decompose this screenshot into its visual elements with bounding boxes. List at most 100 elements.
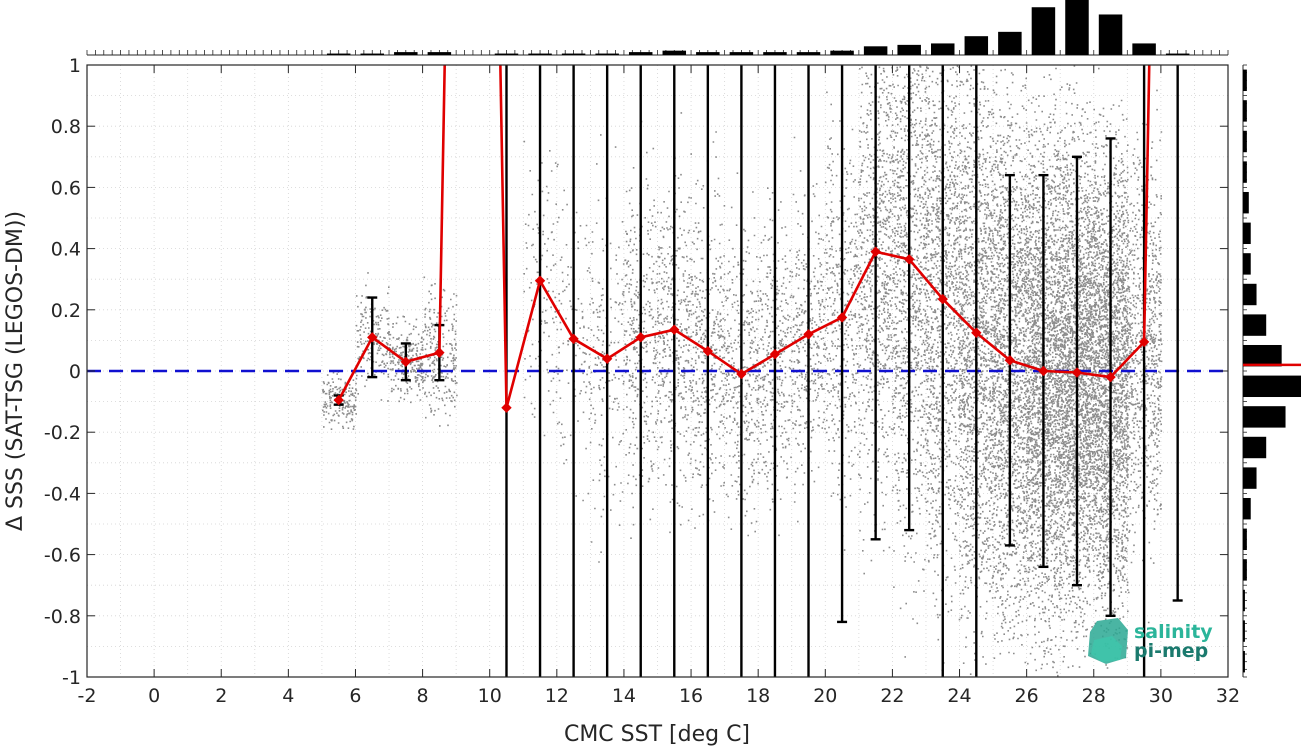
top-histogram-bar — [696, 52, 720, 55]
mean-marker — [568, 333, 579, 345]
y-tick-label: -0.8 — [44, 606, 81, 628]
top-histogram-bar — [628, 52, 653, 55]
logo-line2: pi-mep — [1134, 640, 1208, 662]
mean-marker — [669, 324, 680, 335]
y-tick-label: -1 — [62, 667, 81, 689]
x-axis-label: CMC SST [deg C] — [564, 722, 750, 747]
top-histogram-bar — [1165, 53, 1190, 55]
y-tick-label: -0.4 — [44, 483, 81, 505]
top-histogram-bar — [964, 36, 989, 55]
top-histogram-bar — [561, 53, 586, 55]
top-histogram-bar — [326, 53, 351, 55]
y-tick-label: -0.2 — [44, 422, 81, 444]
mean-marker — [501, 402, 512, 413]
mean-marker — [635, 332, 646, 343]
top-histogram-bar — [998, 31, 1022, 55]
right-histogram-bar — [1243, 497, 1251, 520]
mean-line-path — [337, 65, 1151, 409]
right-histogram-bar — [1243, 344, 1282, 367]
top-histogram-bar — [1031, 7, 1056, 55]
axis-ticks — [86, 64, 1229, 678]
right-histogram-bar — [1243, 161, 1247, 183]
mean-marker — [870, 246, 881, 257]
right-histogram — [1242, 64, 1301, 678]
mean-marker — [736, 368, 747, 380]
y-axis-label: Δ SSS (SAT-TSG (LEGOS-DM)) — [3, 211, 28, 531]
mean-marker — [434, 347, 445, 358]
top-histogram-bar — [394, 52, 418, 55]
top-histogram-bar — [729, 52, 754, 55]
x-tick-label: 8 — [417, 685, 429, 707]
top-histogram-bar — [494, 53, 519, 55]
right-histogram-bar — [1243, 589, 1245, 612]
right-histogram-bar — [1243, 100, 1247, 122]
y-tick-label: 0.2 — [51, 300, 81, 322]
x-tick-label: 18 — [746, 685, 770, 707]
x-tick-label: 24 — [947, 685, 971, 707]
scatter-cloud — [322, 65, 1163, 677]
mean-marker — [400, 356, 412, 368]
right-histogram-bar — [1243, 69, 1247, 92]
x-tick-label: 4 — [282, 685, 294, 707]
y-tick-label: 0.4 — [51, 239, 81, 261]
right-histogram-bar — [1243, 283, 1257, 306]
top-histogram-bar — [528, 53, 552, 55]
top-histogram-bar — [662, 50, 687, 55]
salinity-pi-mep-logo: salinity pi-mep — [1088, 618, 1213, 664]
x-tick-label: 6 — [349, 685, 361, 707]
top-histogram-bar — [897, 44, 921, 55]
mean-marker — [903, 254, 915, 265]
x-tick-label: 12 — [545, 685, 569, 707]
y-tick-label: 0 — [69, 361, 81, 383]
x-tick-label: 2 — [215, 685, 227, 707]
x-tick-label: 0 — [148, 685, 160, 707]
top-histogram-bar — [863, 46, 888, 55]
top-histogram-bar — [595, 53, 619, 55]
x-tick-label: 30 — [1149, 685, 1173, 707]
right-histogram-bar — [1243, 375, 1301, 398]
right-histogram-bar — [1243, 406, 1286, 428]
right-histogram-bar — [1243, 314, 1267, 336]
x-tick-label: 28 — [1082, 685, 1106, 707]
top-histogram-bar — [796, 52, 821, 55]
mean-marker — [937, 293, 948, 305]
top-histogram-bar — [763, 52, 787, 55]
right-histogram-bar — [1243, 559, 1247, 581]
top-histogram — [86, 0, 1229, 56]
mean-marker — [836, 312, 848, 323]
right-histogram-bar — [1243, 436, 1267, 459]
mean-marker — [1004, 355, 1016, 366]
error-bars — [333, 65, 1183, 677]
right-histogram-bar — [1243, 467, 1257, 489]
y-tick-label: 0.8 — [51, 116, 81, 138]
mean-marker — [702, 345, 714, 357]
right-histogram-bar — [1243, 191, 1249, 214]
x-tick-label: 10 — [478, 685, 502, 707]
mean-marker — [601, 353, 613, 364]
logo-cube-mark-inner — [1091, 636, 1122, 662]
y-tick-label: 1 — [69, 55, 81, 77]
mean-marker — [971, 327, 982, 338]
mean-line — [337, 65, 1151, 409]
x-tick-label: 22 — [880, 685, 904, 707]
scatter-points — [322, 65, 1163, 677]
x-tick-label: 16 — [679, 685, 703, 707]
x-tick-label: 26 — [1015, 685, 1039, 707]
mean-marker — [367, 332, 378, 343]
mean-markers — [333, 246, 1150, 413]
y-tick-label: 0.6 — [51, 177, 81, 199]
x-tick-label: 32 — [1216, 685, 1240, 707]
top-histogram-bar — [1098, 14, 1123, 55]
x-tick-label: 20 — [813, 685, 837, 707]
top-histogram-bar — [931, 43, 955, 55]
right-histogram-bar — [1243, 620, 1245, 642]
y-tick-labels: -1 -0.8 -0.6 -0.4 -0.2 0 0.2 0.4 0.6 0.8 1 — [44, 55, 81, 689]
right-histogram-bar — [1243, 130, 1247, 153]
x-tick-labels: -2 0 2 4 6 8 10 12 14 16 18 20 22 24 26 28 30 32 — [78, 685, 1241, 707]
mean-marker — [333, 394, 344, 406]
top-histogram-bar — [1132, 43, 1156, 55]
mean-marker — [1138, 336, 1150, 348]
right-histogram-bar — [1243, 650, 1245, 673]
logo-line1: salinity — [1134, 621, 1213, 643]
